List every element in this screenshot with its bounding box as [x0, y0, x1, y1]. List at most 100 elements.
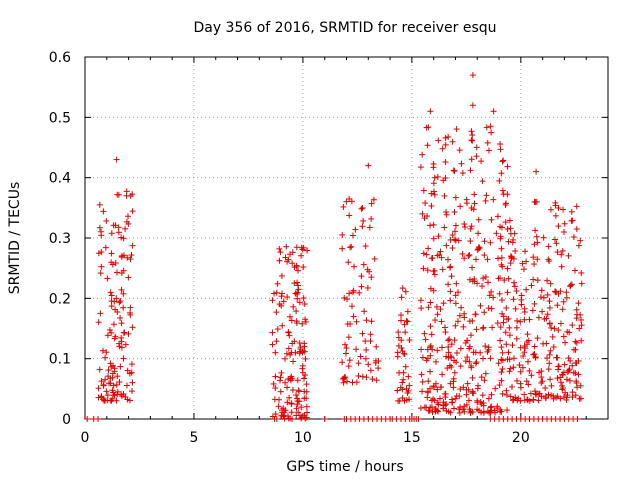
data-point	[351, 263, 358, 270]
data-point	[577, 382, 584, 389]
data-point	[498, 224, 505, 231]
data-point	[474, 246, 481, 253]
data-point	[271, 396, 278, 403]
data-point	[488, 288, 495, 295]
data-point	[531, 343, 538, 350]
data-point	[427, 352, 434, 359]
x-tick-label: 15	[403, 430, 421, 446]
data-point	[542, 392, 549, 399]
data-point	[300, 264, 307, 271]
data-point	[481, 309, 488, 316]
data-point	[282, 355, 289, 362]
data-point	[506, 324, 513, 331]
data-point	[469, 374, 476, 381]
data-point	[466, 276, 473, 283]
data-point	[95, 319, 102, 326]
data-point	[430, 221, 437, 228]
data-point	[402, 329, 409, 336]
data-point	[570, 369, 577, 376]
data-point	[453, 126, 460, 133]
data-point	[274, 326, 281, 333]
data-point	[276, 257, 283, 264]
data-point	[482, 343, 489, 350]
data-point	[115, 191, 122, 198]
data-point	[357, 353, 364, 360]
data-point	[535, 397, 542, 404]
data-point	[105, 367, 112, 374]
data-point	[421, 330, 428, 337]
data-point	[533, 391, 540, 398]
data-point	[451, 208, 458, 215]
data-point	[524, 331, 531, 338]
data-point	[532, 199, 539, 206]
data-point	[104, 275, 111, 282]
data-point	[432, 408, 439, 415]
data-point	[477, 302, 484, 309]
data-point	[561, 220, 568, 227]
data-point	[482, 197, 489, 204]
data-point	[562, 339, 569, 346]
data-point	[103, 217, 110, 224]
data-point	[568, 281, 575, 288]
data-point	[503, 341, 510, 348]
data-point	[448, 273, 455, 280]
data-point	[272, 349, 279, 356]
data-point	[459, 170, 466, 177]
data-point	[285, 256, 292, 263]
data-point	[96, 201, 103, 208]
data-point	[464, 337, 471, 344]
data-point	[524, 358, 531, 365]
data-point	[552, 212, 559, 219]
data-point	[431, 191, 438, 198]
data-point	[501, 277, 508, 284]
data-point	[100, 382, 107, 389]
data-point	[113, 295, 120, 302]
data-point	[443, 242, 450, 249]
data-point	[431, 397, 438, 404]
data-point	[487, 355, 494, 362]
data-point	[564, 328, 571, 335]
data-point	[442, 158, 449, 165]
data-point	[272, 411, 279, 418]
data-point	[545, 256, 552, 263]
data-point	[475, 382, 482, 389]
data-point	[360, 261, 367, 268]
data-point	[531, 300, 538, 307]
data-point	[362, 355, 369, 362]
data-point	[347, 320, 354, 327]
data-point	[303, 395, 310, 402]
data-point	[452, 292, 459, 299]
data-point	[118, 252, 125, 259]
data-point	[535, 314, 542, 321]
data-point	[283, 243, 290, 250]
data-point	[452, 395, 459, 402]
data-point	[299, 320, 306, 327]
data-point	[368, 318, 375, 325]
data-point	[430, 382, 437, 389]
data-point	[286, 313, 293, 320]
data-point	[423, 124, 430, 131]
data-point	[482, 370, 489, 377]
data-point	[125, 274, 132, 281]
data-point	[432, 317, 439, 324]
data-point	[437, 306, 444, 313]
data-point	[295, 409, 302, 416]
data-point	[127, 256, 134, 263]
data-point	[497, 324, 504, 331]
data-point	[528, 372, 535, 379]
data-point	[539, 378, 546, 385]
data-point	[569, 217, 576, 224]
data-point	[398, 312, 405, 319]
data-point	[275, 403, 282, 410]
data-point	[487, 404, 494, 411]
data-point	[279, 322, 286, 329]
data-point	[452, 300, 459, 307]
data-point	[127, 309, 134, 316]
data-point	[521, 309, 528, 316]
data-point	[439, 145, 446, 152]
data-point	[499, 263, 506, 270]
data-point	[530, 396, 537, 403]
data-point	[98, 378, 105, 385]
data-point	[349, 232, 356, 239]
